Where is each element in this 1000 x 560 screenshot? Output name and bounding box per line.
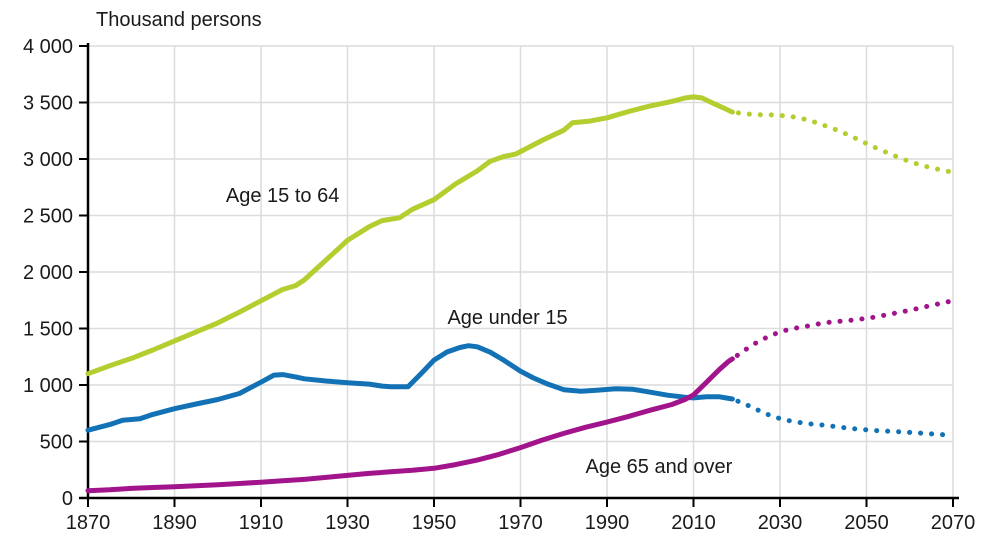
- line-observed-age-under-15: [85, 343, 735, 433]
- x-tick-label: 1890: [152, 512, 197, 534]
- x-tick-label: 2010: [671, 512, 716, 534]
- x-tick-label: 1870: [66, 512, 111, 534]
- series-label-age-65-and-over: Age 65 and over: [586, 456, 733, 478]
- y-tick-label: 500: [40, 432, 73, 454]
- y-tick-label: 4 000: [23, 36, 73, 58]
- x-tick-label: 1970: [498, 512, 543, 534]
- x-tick-label: 1910: [239, 512, 284, 534]
- chart-title: Thousand persons: [96, 9, 262, 31]
- y-tick-label: 2 000: [23, 262, 73, 284]
- y-tick-label: 1 500: [23, 319, 73, 341]
- line-observed-age-65-and-over: [85, 356, 735, 494]
- x-tick-label: 1990: [585, 512, 630, 534]
- y-tick-label: 3 500: [23, 93, 73, 115]
- line-observed-age-15-to-64: [85, 94, 735, 377]
- series-label-age-15-to-64: Age 15 to 64: [226, 185, 339, 207]
- y-tick-label: 2 500: [23, 206, 73, 228]
- axes: 0 500 1 000 1 500 2 000 2 500 3 000 3 500 4 000 1…: [23, 36, 975, 534]
- y-tick-label: 1 000: [23, 375, 73, 397]
- x-tick-label: 1930: [325, 512, 370, 534]
- line-projected-age-15-to-64: [729, 109, 956, 175]
- series-lines: [85, 94, 956, 494]
- series-label-age-under-15: Age under 15: [447, 307, 567, 329]
- line-projected-age-65-and-over: [729, 298, 956, 362]
- x-tick-label: 2050: [844, 512, 889, 534]
- y-tick-label: 0: [62, 488, 73, 510]
- line-projected-age-under-15: [729, 396, 956, 438]
- series-labels: Age 15 to 64 Age under 15 Age 65 and over: [226, 185, 733, 478]
- gridlines: [88, 45, 954, 498]
- y-tick-label: 3 000: [23, 149, 73, 171]
- x-tick-label: 1950: [412, 512, 457, 534]
- x-tick-label: 2030: [758, 512, 803, 534]
- x-tick-label: 2070: [931, 512, 976, 534]
